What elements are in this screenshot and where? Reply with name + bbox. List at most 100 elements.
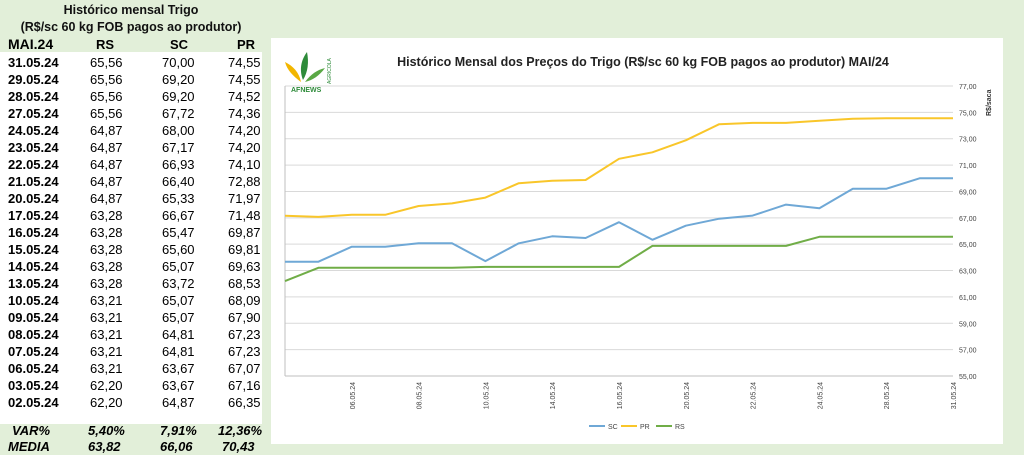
x-tick-label: 10.05.24: [483, 382, 490, 409]
table-subtitle: (R$/sc 60 kg FOB pagos ao produtor): [20, 20, 242, 34]
row-sc: 63,72: [162, 276, 195, 291]
table-body-background: [0, 52, 262, 424]
row-pr: 74,55: [228, 72, 261, 87]
media-label: MEDIA: [8, 439, 50, 454]
row-rs: 63,21: [90, 293, 123, 308]
x-tick-label: 06.05.24: [350, 382, 357, 409]
x-tick-label: 28.05.24: [884, 382, 891, 409]
row-sc: 65,60: [162, 242, 195, 257]
row-date: 02.05.24: [8, 395, 59, 410]
table-row: 20.05.24 64,87 65,33 71,97: [0, 191, 262, 208]
price-table: Histórico mensal Trigo (R$/sc 60 kg FOB …: [0, 0, 262, 455]
table-row: 23.05.24 64,87 67,17 74,20: [0, 140, 262, 157]
y-axis-label: R$/saca: [986, 89, 993, 116]
table-row: 29.05.24 65,56 69,20 74,55: [0, 72, 262, 89]
table-row: 28.05.24 65,56 69,20 74,52: [0, 89, 262, 106]
row-rs: 62,20: [90, 395, 123, 410]
month-label: MAI.24: [8, 36, 54, 52]
table-row: 22.05.24 64,87 66,93 74,10: [0, 157, 262, 174]
row-rs: 64,87: [90, 191, 123, 206]
y-tick-label: 71,00: [959, 163, 977, 170]
row-sc: 65,33: [162, 191, 195, 206]
row-pr: 68,53: [228, 276, 261, 291]
row-date: 31.05.24: [8, 55, 59, 70]
row-rs: 65,56: [90, 55, 123, 70]
row-date: 21.05.24: [8, 174, 59, 189]
table-row: 16.05.24 63,28 65,47 69,87: [0, 225, 262, 242]
row-date: 10.05.24: [8, 293, 59, 308]
row-pr: 74,52: [228, 89, 261, 104]
row-sc: 69,20: [162, 89, 195, 104]
row-pr: 74,20: [228, 123, 261, 138]
row-date: 23.05.24: [8, 140, 59, 155]
y-tick-labels: 55,00 57,00 59,00 61,00 63,00 65,00 67,00 69,00…: [959, 84, 977, 381]
row-sc: 63,67: [162, 378, 195, 393]
y-tick-label: 75,00: [959, 110, 977, 117]
row-sc: 64,81: [162, 344, 195, 359]
row-pr: 67,23: [228, 327, 261, 342]
logo-leaf-green-2: [305, 68, 325, 82]
row-rs: 65,56: [90, 89, 123, 104]
media-pr: 70,43: [222, 439, 255, 454]
y-tick-label: 69,00: [959, 189, 977, 196]
row-date: 03.05.24: [8, 378, 59, 393]
row-pr: 74,36: [228, 106, 261, 121]
row-rs: 63,28: [90, 276, 123, 291]
logo-leaf-green: [300, 52, 308, 80]
table-row: 24.05.24 64,87 68,00 74,20: [0, 123, 262, 140]
logo-leaf-yellow: [285, 62, 301, 82]
row-rs: 62,20: [90, 378, 123, 393]
y-tick-label: 57,00: [959, 348, 977, 355]
x-tick-label: 16.05.24: [617, 382, 624, 409]
col-header-sc: SC: [170, 37, 189, 52]
row-sc: 65,47: [162, 225, 195, 240]
x-tick-label: 22.05.24: [751, 382, 758, 409]
row-sc: 65,07: [162, 259, 195, 274]
table-row: 15.05.24 63,28 65,60 69,81: [0, 242, 262, 259]
row-date: 13.05.24: [8, 276, 59, 291]
y-tick-label: 61,00: [959, 295, 977, 302]
row-pr: 72,88: [228, 174, 261, 189]
row-sc: 65,07: [162, 293, 195, 308]
table-row: 10.05.24 63,21 65,07 68,09: [0, 293, 262, 310]
x-tick-label: 31.05.24: [951, 382, 958, 409]
row-rs: 64,87: [90, 140, 123, 155]
table-row: 02.05.24 62,20 64,87 66,35: [0, 395, 262, 412]
chart-title: Histórico Mensal dos Preços do Trigo (R$…: [397, 55, 889, 69]
col-header-rs: RS: [96, 37, 115, 52]
table-row: 17.05.24 63,28 66,67 71,48: [0, 208, 262, 225]
series-line-rs: [284, 235, 953, 283]
legend-label-rs: RS: [675, 424, 685, 431]
x-tick-labels: 06.05.24 08.05.24 10.05.24 14.05.24 16.05.24…: [350, 382, 958, 409]
chart-panel: AFNEWS AGRICOLA Histórico Mensal dos Pre…: [271, 38, 1003, 444]
table-title: Histórico mensal Trigo: [63, 3, 199, 17]
row-pr: 67,07: [228, 361, 261, 376]
y-tick-label: 73,00: [959, 137, 977, 144]
line-chart: AFNEWS AGRICOLA Histórico Mensal dos Pre…: [284, 52, 993, 431]
row-pr: 67,23: [228, 344, 261, 359]
row-rs: 63,28: [90, 259, 123, 274]
row-sc: 64,87: [162, 395, 195, 410]
row-sc: 68,00: [162, 123, 195, 138]
table-row: 03.05.24 62,20 63,67 67,16: [0, 378, 262, 395]
table-row: 13.05.24 63,28 63,72 68,53: [0, 276, 262, 293]
row-pr: 71,97: [228, 191, 261, 206]
var-pr: 12,36%: [218, 423, 263, 438]
row-date: 09.05.24: [8, 310, 59, 325]
row-rs: 63,28: [90, 242, 123, 257]
row-date: 29.05.24: [8, 72, 59, 87]
row-sc: 63,67: [162, 361, 195, 376]
row-pr: 66,35: [228, 395, 261, 410]
table-row: 09.05.24 63,21 65,07 67,90: [0, 310, 262, 327]
media-sc: 66,06: [160, 439, 193, 454]
y-tick-label: 63,00: [959, 269, 977, 276]
row-rs: 64,87: [90, 174, 123, 189]
row-pr: 69,63: [228, 259, 261, 274]
logo-sub: AGRICOLA: [327, 57, 333, 84]
table-row: 31.05.24 65,56 70,00 74,55: [0, 55, 262, 72]
table-row: 21.05.24 64,87 66,40 72,88: [0, 174, 262, 191]
row-rs: 65,56: [90, 106, 123, 121]
row-rs: 63,21: [90, 310, 123, 325]
table-row: 07.05.24 63,21 64,81 67,23: [0, 344, 262, 361]
row-rs: 63,21: [90, 361, 123, 376]
